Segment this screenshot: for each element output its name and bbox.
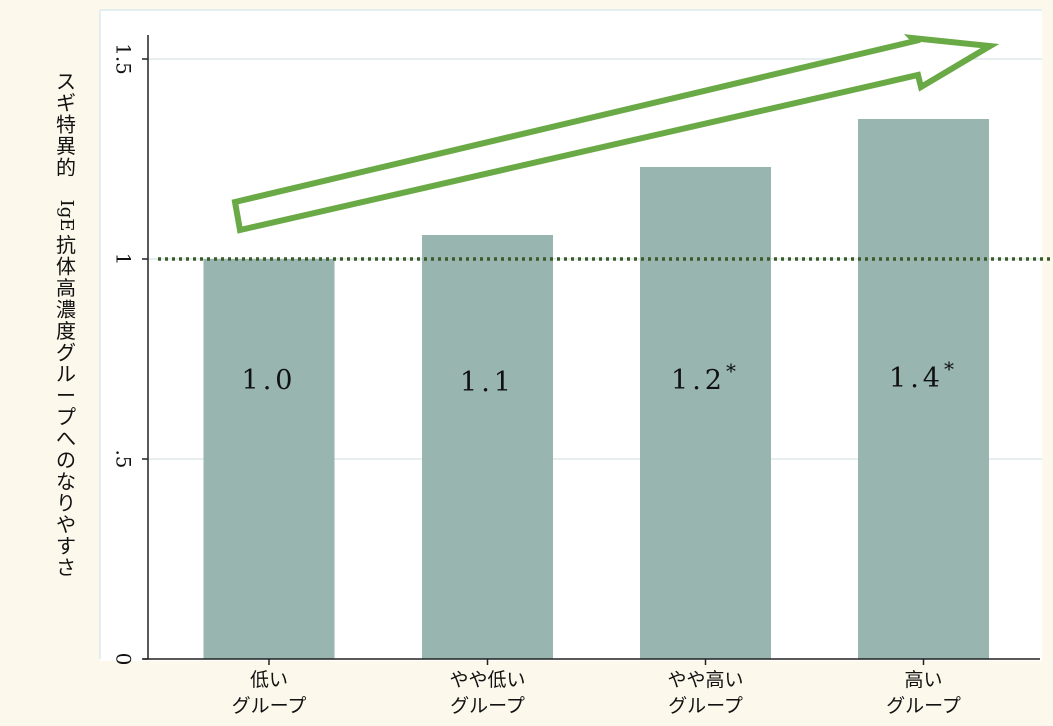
bar <box>640 167 771 659</box>
y-axis-title-char: ー <box>56 384 76 408</box>
y-axis-title-char: 特 <box>56 113 76 137</box>
y-axis-title-char: 度 <box>56 319 76 343</box>
data-label-value: 1.2 <box>671 365 726 396</box>
x-tick-label: やや高いグループ <box>667 669 743 717</box>
x-tick-label-line: グループ <box>450 695 525 717</box>
y-axis-title-char: ス <box>56 70 76 94</box>
x-tick-label-line: 低い <box>250 669 288 691</box>
y-axis-title-char: 抗 <box>56 233 76 257</box>
y-tick-label: 1.5 <box>112 43 136 75</box>
left-panel <box>0 0 100 722</box>
y-axis-title-char: の <box>56 448 76 472</box>
y-axis-title-char: 体 <box>56 255 76 279</box>
y-tick-label: 0 <box>112 653 136 666</box>
y-axis-title-char: や <box>56 513 76 537</box>
bar <box>203 259 335 659</box>
y-tick-label: .5 <box>112 449 136 468</box>
y-axis-title-char: 的 <box>56 156 76 180</box>
bar <box>422 235 553 659</box>
x-tick-label-line: やや高い <box>667 669 743 691</box>
significance-mark: * <box>726 359 740 383</box>
y-axis-title-char: り <box>56 491 76 515</box>
x-tick-label-line: グループ <box>232 695 307 717</box>
data-label: 1.0 <box>242 365 297 396</box>
bar <box>858 119 989 659</box>
data-label: 1.1 <box>460 367 515 398</box>
trend-arrow <box>231 34 1000 234</box>
x-tick-label-line: 高い <box>904 669 942 691</box>
y-axis-title-char: さ <box>56 556 76 580</box>
y-axis-title-char: す <box>56 534 76 558</box>
y-axis-title-char: ル <box>56 362 76 386</box>
data-label: 1.2* <box>671 359 740 396</box>
y-axis-title-char: 異 <box>56 134 76 158</box>
y-axis-title-char: ギ <box>56 91 76 115</box>
data-label: 1.4* <box>889 357 958 394</box>
x-tick-label-line: やや低い <box>449 669 525 691</box>
y-axis-title-latin: IgE <box>56 200 77 232</box>
x-tick-label: 低いグループ <box>232 669 307 717</box>
y-axis-title-char: 濃 <box>56 298 76 322</box>
x-tick-label: やや低いグループ <box>449 669 525 717</box>
data-label-value: 1.4 <box>889 363 944 394</box>
x-tick-label-line: グループ <box>886 695 961 717</box>
data-label-value: 1.0 <box>242 365 297 396</box>
y-axis-title-char: な <box>56 470 76 494</box>
y-axis-title-char: 高 <box>56 276 76 300</box>
y-axis-title-char: プ <box>56 405 76 429</box>
significance-mark: * <box>944 357 958 381</box>
y-tick-label: 1 <box>112 253 136 266</box>
x-tick-label-line: グループ <box>668 695 743 717</box>
data-label-value: 1.1 <box>460 367 515 398</box>
y-axis-title-char: グ <box>56 341 76 365</box>
x-tick-label: 高いグループ <box>886 669 961 717</box>
y-axis-title-char: へ <box>56 427 76 451</box>
